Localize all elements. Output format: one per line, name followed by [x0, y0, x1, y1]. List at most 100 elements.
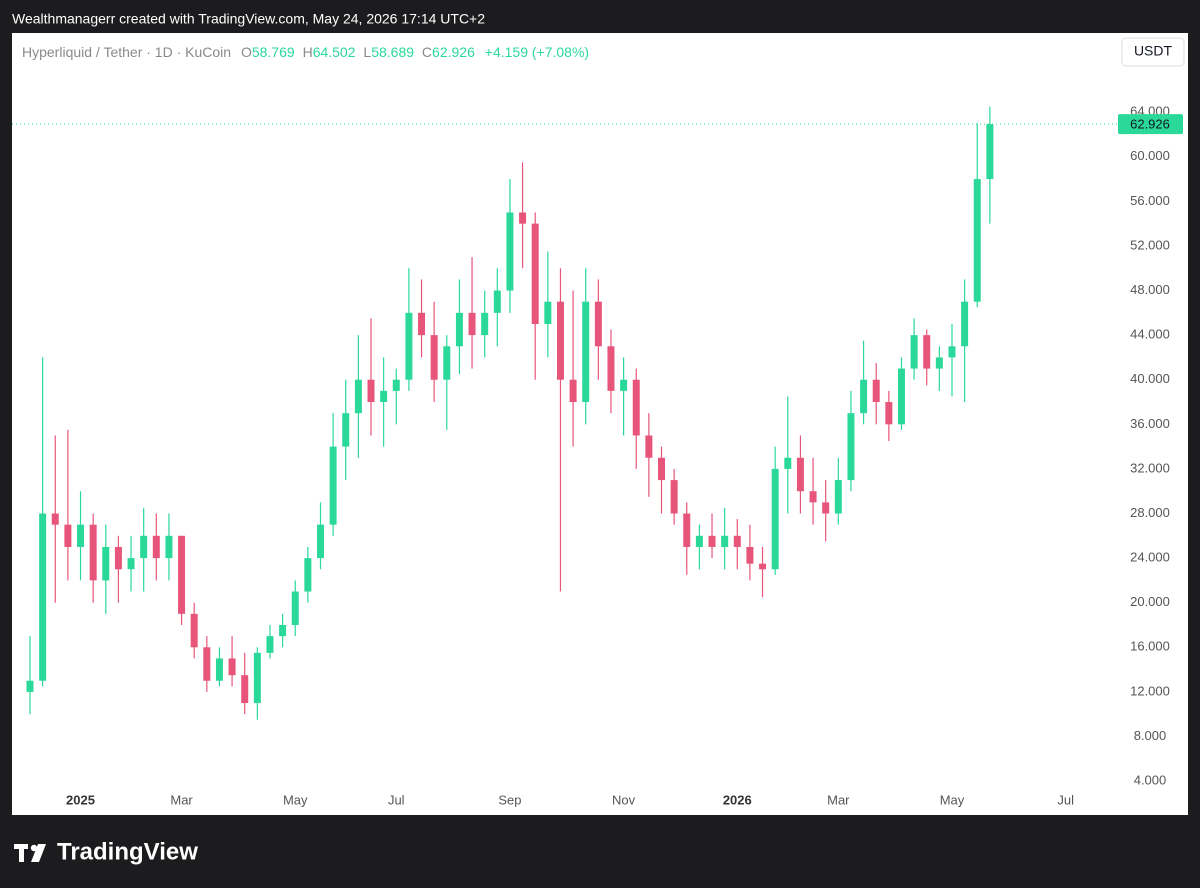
low-label: L [363, 44, 371, 60]
candle-body [645, 435, 653, 458]
candle-body [367, 379, 375, 403]
logo-part [31, 844, 46, 862]
x-tick-label: Mar [827, 792, 850, 807]
candle-body [228, 658, 236, 676]
x-tick-label: 2026 [723, 792, 752, 807]
currency-button[interactable] [1121, 37, 1185, 67]
candle-body [64, 524, 72, 547]
candle-body [380, 390, 388, 403]
watermark: Wealthmanagerr created with TradingView.… [12, 11, 485, 27]
candle-body [986, 124, 994, 180]
candle-body [354, 379, 362, 414]
candle-body [658, 457, 665, 481]
candle-body [418, 312, 426, 336]
brand-name: TradingView [57, 838, 198, 865]
candle-body [342, 413, 350, 447]
x-tick-label: Jul [1057, 792, 1074, 807]
x-tick-label: Mar [170, 792, 193, 807]
y-tick-label: 12.000 [1130, 683, 1170, 698]
candle-body [241, 675, 249, 704]
candle-body [190, 613, 198, 648]
high-value: 64.502 [313, 44, 356, 60]
low-value: 58.689 [371, 44, 414, 60]
symbol: Hyperliquid / Tether · 1D · KuCoin [22, 44, 231, 60]
close-label: C [422, 44, 432, 60]
candle-body [304, 558, 312, 592]
candle-body [809, 491, 817, 503]
candle-body [443, 346, 451, 380]
y-tick-label: 32.000 [1130, 460, 1170, 475]
logo-part [19, 844, 24, 862]
candle-body [51, 513, 59, 525]
candle-body [531, 223, 539, 324]
candle-body [39, 513, 47, 681]
candle-body [923, 335, 931, 369]
candle-body [721, 535, 729, 547]
y-tick-label: 4.000 [1134, 773, 1167, 788]
y-tick-label: 44.000 [1130, 327, 1170, 342]
candle-body [948, 346, 956, 358]
candle-body [266, 636, 274, 653]
change: +4.159 (+7.08%) [485, 44, 589, 60]
candle-body [519, 212, 527, 224]
y-tick-label: 36.000 [1130, 416, 1170, 431]
candle-body [468, 312, 476, 336]
chart-pane [12, 33, 1188, 815]
candle-body [140, 535, 148, 559]
candle-body [544, 301, 552, 324]
y-tick-label: 48.000 [1130, 282, 1170, 297]
candle-body [670, 480, 678, 514]
candle-body [329, 446, 337, 525]
candle-body [860, 379, 868, 414]
candle-body [114, 546, 122, 570]
candle-body [708, 535, 716, 547]
open-value: 58.769 [252, 44, 295, 60]
candle-body [178, 535, 186, 614]
last-price-box [1118, 114, 1183, 135]
candle-body [594, 301, 602, 347]
candle-body [759, 563, 767, 570]
y-tick-label: 8.000 [1134, 728, 1167, 743]
candle-body [493, 290, 501, 313]
candle-body [733, 535, 741, 547]
last-price-label: 62.926 [1130, 117, 1170, 132]
candle-body [26, 680, 34, 692]
candle-body [771, 468, 779, 570]
candle-body [152, 535, 160, 559]
y-tick-label: 56.000 [1130, 193, 1170, 208]
candle-body [506, 212, 514, 291]
candle-body [89, 524, 97, 581]
candle-body [569, 379, 577, 403]
candle-body [632, 379, 640, 436]
currency-label[interactable]: USDT [1134, 43, 1173, 59]
y-tick-label: 28.000 [1130, 505, 1170, 520]
candle-body [935, 357, 943, 369]
candle-body [847, 413, 855, 481]
candle-body [481, 312, 489, 336]
candle-body [683, 513, 691, 547]
y-tick-label: 52.000 [1130, 237, 1170, 252]
candle-body [203, 647, 211, 681]
candle-body [784, 457, 792, 469]
candle-body [279, 624, 287, 637]
logo-part [30, 844, 38, 852]
candle-body [392, 379, 400, 391]
close-value: 62.926 [432, 44, 475, 60]
candle-body [897, 368, 905, 425]
y-tick-label: 60.000 [1130, 148, 1170, 163]
x-tick-label: 2025 [66, 792, 95, 807]
candle-body [102, 546, 110, 581]
brand-logo [14, 844, 46, 862]
candle-body [885, 402, 893, 425]
candle-body [165, 535, 173, 559]
plot: 4.000 8.000 12.000 16.000 20.000 24.000 28.000… [12, 104, 1183, 807]
high-label: H [303, 44, 313, 60]
candle-body [620, 379, 628, 391]
candle-body [430, 335, 438, 380]
candle-body [872, 379, 880, 403]
candle-body [796, 457, 804, 492]
candle-body [316, 524, 324, 559]
y-tick-label: 40.000 [1130, 371, 1170, 386]
